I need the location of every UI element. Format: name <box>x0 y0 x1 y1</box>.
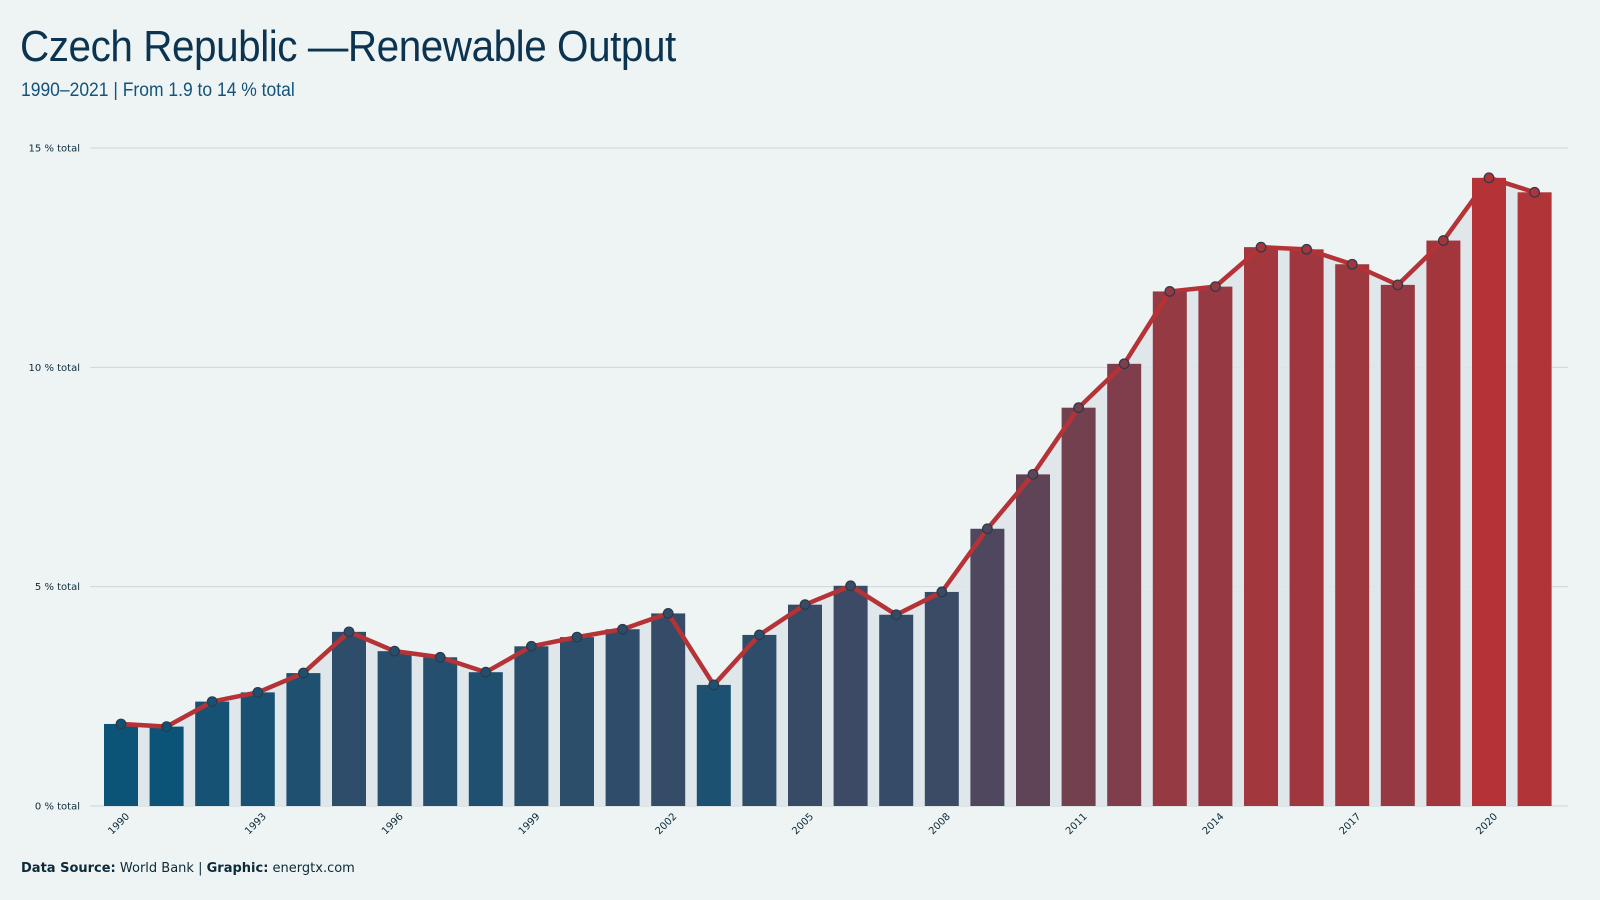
bar-2019 <box>1426 240 1461 807</box>
y-tick-label-5: 5 % total <box>35 582 80 593</box>
x-tick-label-2002: 2002 <box>654 811 680 837</box>
bar-1994 <box>286 673 321 806</box>
point-2007 <box>890 609 902 621</box>
bar-2021 <box>1517 192 1552 807</box>
point-2010 <box>1027 468 1039 480</box>
x-tick-label-2014: 2014 <box>1201 811 1227 837</box>
point-2004 <box>754 629 765 641</box>
bar-2015 <box>1244 247 1278 806</box>
point-2000 <box>571 631 583 643</box>
point-2001 <box>617 623 628 635</box>
point-2012 <box>1118 358 1130 370</box>
bar-2001 <box>605 629 640 806</box>
point-1990 <box>115 718 127 730</box>
chart-subtitle: 1990–2021 | From 1.9 to 14 % total <box>21 80 295 101</box>
point-1992 <box>206 696 218 707</box>
point-2008 <box>936 586 948 598</box>
point-2020 <box>1483 172 1495 184</box>
y-tick-label-0: 0 % total <box>35 802 80 813</box>
x-tick-label-1999: 1999 <box>517 811 543 837</box>
source-value: World Bank <box>119 861 194 876</box>
graphic-value: energtx.com <box>272 861 355 876</box>
footer-separator: | <box>198 861 203 876</box>
x-axis-ticks: 1990 1993 1996 1999 2002 2005 2008 2011 2014 2017… <box>106 811 1500 837</box>
point-1995 <box>343 626 355 638</box>
bar-1999 <box>514 646 549 806</box>
point-1999 <box>526 640 537 652</box>
x-tick-label-1993: 1993 <box>243 811 269 837</box>
y-tick-label-10: 10 % total <box>29 363 80 374</box>
point-2014 <box>1209 281 1221 293</box>
point-1991 <box>161 721 173 733</box>
point-2015 <box>1255 241 1267 253</box>
point-2013 <box>1164 286 1176 297</box>
bar-2016 <box>1289 249 1324 806</box>
point-2018 <box>1392 279 1404 291</box>
x-tick-label-1996: 1996 <box>380 811 406 837</box>
point-2021 <box>1529 186 1540 198</box>
source-label: Data Source: <box>21 861 116 876</box>
point-1997 <box>434 651 446 663</box>
x-tick-label-2017: 2017 <box>1338 811 1364 837</box>
x-tick-label-1990: 1990 <box>106 811 132 837</box>
bar-1991 <box>149 726 184 806</box>
bar-2005 <box>788 604 822 806</box>
chart-title: Czech Republic —Renewable Output <box>20 22 676 71</box>
bar-2018 <box>1380 284 1415 806</box>
point-2005 <box>799 599 811 611</box>
point-2002 <box>662 608 674 619</box>
point-2003 <box>708 679 720 691</box>
bar-2004 <box>742 634 777 806</box>
point-1994 <box>298 667 309 679</box>
point-2006 <box>845 580 856 592</box>
bar-2002 <box>651 613 686 806</box>
point-1998 <box>480 666 492 678</box>
bar-1998 <box>468 672 503 806</box>
footer-credits: Data Source: World Bank | Graphic: energ… <box>21 861 355 876</box>
bar-2013 <box>1152 291 1187 807</box>
bar-2008 <box>924 591 959 806</box>
bar-1997 <box>423 657 458 806</box>
point-2019 <box>1437 235 1449 246</box>
bar-2020 <box>1472 177 1506 806</box>
x-tick-label-2005: 2005 <box>790 811 816 837</box>
point-1996 <box>389 645 401 657</box>
y-axis-ticks: 0 % total 5 % total 10 % total 15 % total <box>29 144 80 813</box>
bars <box>104 177 1552 807</box>
x-tick-label-2011: 2011 <box>1064 811 1090 837</box>
bar-2010 <box>1016 474 1050 806</box>
points <box>115 172 1540 733</box>
bar-2014 <box>1198 286 1233 806</box>
trend-line <box>118 175 1537 729</box>
bar-2006 <box>833 585 868 806</box>
x-tick-label-2008: 2008 <box>927 811 953 837</box>
bar-1995 <box>332 631 366 806</box>
bar-2017 <box>1335 264 1370 806</box>
bar-2000 <box>560 637 594 806</box>
bar-2007 <box>879 614 914 806</box>
graphic-label: Graphic: <box>206 861 269 876</box>
bar-1993 <box>240 692 275 806</box>
bar-1990 <box>104 723 138 806</box>
point-2017 <box>1346 258 1358 270</box>
bar-1996 <box>377 651 412 806</box>
bar-2011 <box>1061 407 1096 806</box>
y-tick-label-15: 15 % total <box>29 144 80 155</box>
bar-2012 <box>1107 363 1142 806</box>
point-2011 <box>1073 402 1084 414</box>
bar-2003 <box>696 684 731 806</box>
trend-polyline <box>118 175 1537 729</box>
x-tick-label-2020: 2020 <box>1474 811 1500 837</box>
point-2016 <box>1301 243 1312 255</box>
point-2009 <box>982 523 993 535</box>
bar-1992 <box>195 701 230 806</box>
bar-2009 <box>970 528 1005 806</box>
point-1993 <box>252 686 264 698</box>
